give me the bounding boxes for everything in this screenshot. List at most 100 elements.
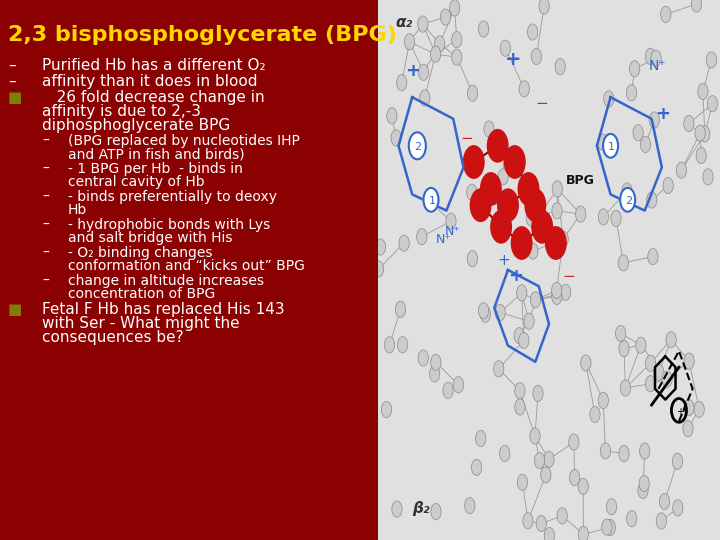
- Circle shape: [546, 227, 566, 259]
- Circle shape: [561, 285, 570, 299]
- Circle shape: [516, 400, 524, 414]
- Circle shape: [623, 184, 631, 198]
- Circle shape: [537, 517, 546, 531]
- Text: –: –: [42, 218, 49, 232]
- Circle shape: [558, 509, 567, 523]
- Circle shape: [431, 47, 440, 61]
- Text: –: –: [42, 190, 49, 204]
- Circle shape: [701, 127, 709, 141]
- Circle shape: [495, 306, 505, 320]
- Circle shape: [639, 483, 647, 497]
- Circle shape: [491, 211, 511, 243]
- Circle shape: [685, 117, 693, 131]
- Circle shape: [607, 500, 616, 514]
- Circle shape: [579, 480, 588, 494]
- Text: central cavity of Hb: central cavity of Hb: [68, 175, 204, 189]
- Circle shape: [446, 214, 456, 228]
- Circle shape: [627, 511, 636, 525]
- Circle shape: [552, 284, 561, 298]
- Circle shape: [664, 179, 672, 193]
- Circle shape: [673, 501, 683, 515]
- Circle shape: [598, 135, 607, 149]
- Circle shape: [511, 227, 532, 259]
- Circle shape: [450, 1, 459, 15]
- Text: N⁺: N⁺: [436, 233, 452, 246]
- Circle shape: [518, 173, 539, 205]
- Circle shape: [698, 84, 707, 98]
- Circle shape: [423, 188, 438, 212]
- Circle shape: [481, 307, 490, 321]
- Circle shape: [673, 454, 682, 468]
- Text: change in altitude increases: change in altitude increases: [68, 274, 264, 288]
- Text: Purified Hb has a different O₂: Purified Hb has a different O₂: [42, 58, 266, 73]
- Text: - O₂ binding changes: - O₂ binding changes: [68, 246, 212, 260]
- Circle shape: [652, 51, 660, 65]
- Circle shape: [501, 41, 510, 55]
- Circle shape: [430, 367, 439, 381]
- Circle shape: [470, 189, 491, 221]
- Text: affinity than it does in blood: affinity than it does in blood: [42, 74, 258, 89]
- Circle shape: [647, 193, 656, 207]
- Text: - hydrophobic bonds with Lys: - hydrophobic bonds with Lys: [68, 218, 270, 232]
- Circle shape: [534, 386, 542, 400]
- Circle shape: [707, 53, 716, 67]
- Circle shape: [570, 435, 578, 449]
- Circle shape: [535, 454, 544, 468]
- Circle shape: [641, 137, 650, 151]
- Circle shape: [662, 8, 670, 22]
- Text: BPG: BPG: [566, 173, 595, 187]
- Circle shape: [479, 303, 488, 318]
- Circle shape: [612, 211, 621, 225]
- Text: consequences be?: consequences be?: [42, 330, 184, 345]
- Circle shape: [697, 148, 706, 163]
- Circle shape: [604, 92, 613, 106]
- Text: +: +: [676, 407, 684, 417]
- Text: 1: 1: [608, 142, 615, 152]
- Circle shape: [424, 193, 433, 207]
- Circle shape: [620, 188, 635, 212]
- Circle shape: [420, 91, 429, 105]
- Circle shape: [505, 146, 525, 178]
- Circle shape: [646, 377, 655, 391]
- Text: −: −: [535, 96, 548, 111]
- Circle shape: [657, 514, 666, 528]
- Circle shape: [649, 249, 657, 264]
- Circle shape: [468, 252, 477, 266]
- Circle shape: [627, 86, 636, 100]
- Circle shape: [419, 65, 428, 79]
- Circle shape: [480, 22, 488, 36]
- Circle shape: [397, 76, 406, 90]
- Circle shape: [477, 431, 485, 446]
- Circle shape: [464, 146, 484, 178]
- Text: N⁺: N⁺: [648, 59, 666, 73]
- Text: Fetal F Hb has replaced His 143: Fetal F Hb has replaced His 143: [42, 302, 284, 317]
- Circle shape: [523, 514, 532, 528]
- Circle shape: [398, 338, 407, 352]
- Circle shape: [431, 504, 441, 518]
- Circle shape: [382, 402, 391, 416]
- Circle shape: [491, 189, 500, 203]
- Circle shape: [576, 207, 585, 221]
- Circle shape: [485, 122, 493, 136]
- Circle shape: [599, 393, 608, 407]
- Text: –: –: [42, 274, 49, 288]
- Text: and ATP in fish and birds): and ATP in fish and birds): [68, 147, 245, 161]
- Circle shape: [418, 230, 426, 244]
- Circle shape: [527, 211, 536, 225]
- Circle shape: [662, 372, 672, 386]
- Circle shape: [531, 293, 540, 307]
- Circle shape: [695, 402, 703, 416]
- Circle shape: [683, 422, 693, 436]
- Circle shape: [419, 351, 428, 365]
- Circle shape: [620, 341, 629, 355]
- Text: Hb: Hb: [68, 203, 87, 217]
- Circle shape: [556, 59, 564, 73]
- Circle shape: [640, 444, 649, 458]
- Circle shape: [531, 429, 539, 443]
- Text: 2,3 bisphosphoglycerate (BPG): 2,3 bisphosphoglycerate (BPG): [8, 25, 397, 45]
- Circle shape: [418, 17, 427, 31]
- Circle shape: [528, 25, 537, 39]
- Circle shape: [536, 219, 545, 233]
- Circle shape: [498, 189, 518, 221]
- Circle shape: [660, 495, 669, 509]
